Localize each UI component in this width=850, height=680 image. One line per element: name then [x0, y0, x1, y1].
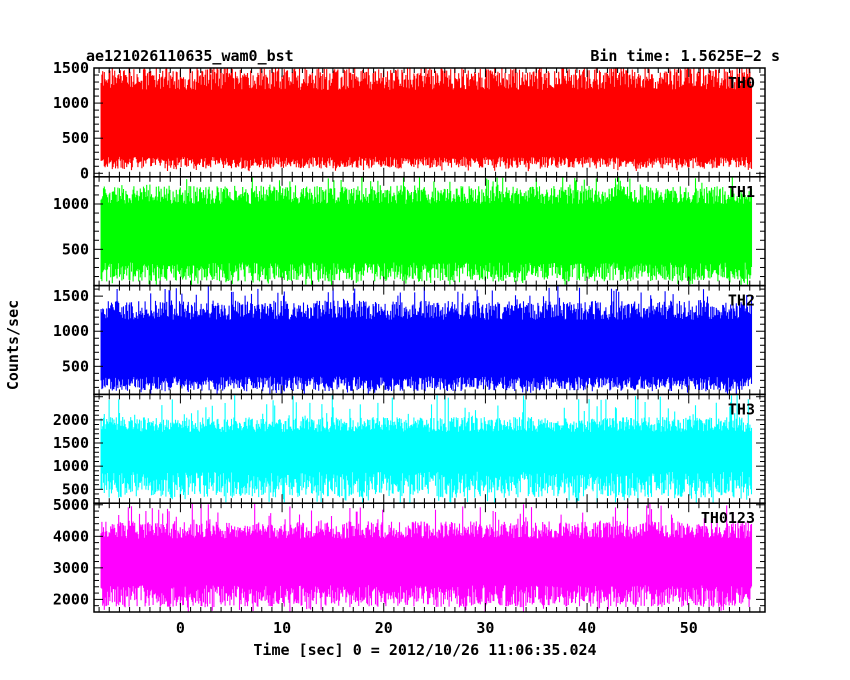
x-tick-label: 20	[375, 619, 393, 637]
x-tick-label: 10	[273, 619, 291, 637]
x-tick-label: 40	[578, 619, 596, 637]
panel-label-th0123: TH0123	[701, 509, 755, 527]
panel-th0: 0 500 1000 1500 TH0	[53, 59, 766, 182]
panel-label-th0: TH0	[728, 74, 755, 92]
y-tick-label: 500	[62, 480, 89, 498]
y-tick-label: 500	[62, 240, 89, 258]
y-tick-label: 3000	[53, 559, 89, 577]
y-tick-label: 4000	[53, 527, 89, 545]
x-axis-label: Time [sec] 0 = 2012/10/26 11:06:35.024	[253, 641, 596, 659]
panel-label-th2: TH2	[728, 292, 755, 310]
panel-th1: 500 1000 TH1	[53, 176, 766, 287]
y-tick-label: 0	[80, 164, 89, 182]
y-tick-label: 1000	[53, 195, 89, 213]
series-line-th3	[100, 394, 753, 504]
y-tick-label: 1000	[53, 94, 89, 112]
panel-frame	[93, 502, 766, 613]
y-tick-label: 1500	[53, 434, 89, 452]
series-line-th0123	[100, 503, 753, 612]
y-tick-label: 1500	[53, 287, 89, 305]
series-line-th2	[100, 285, 753, 395]
panel-label-th1: TH1	[728, 183, 755, 201]
y-tick-label: 1500	[53, 59, 89, 77]
series-line-th0	[100, 68, 753, 172]
panel-th3: 500 1000 1500 2000 TH3	[53, 393, 766, 504]
y-tick-label: 500	[62, 129, 89, 147]
panel-label-th3: TH3	[728, 400, 755, 418]
x-tick-label: 30	[476, 619, 494, 637]
y-tick-label: 1000	[53, 322, 89, 340]
panel-th0123: 2000 3000 4000 5000 TH0123	[53, 496, 766, 613]
y-tick-label: 2000	[53, 590, 89, 608]
y-tick-label: 2000	[53, 411, 89, 429]
y-tick-label: 5000	[53, 496, 89, 514]
y-tick-label: 1000	[53, 457, 89, 475]
x-tick-label: 50	[680, 619, 698, 637]
bin-time-label: Bin time: 1.5625E−2 s	[590, 47, 780, 65]
series-line-th1	[100, 177, 753, 286]
y-tick-label: 500	[62, 357, 89, 375]
y-axis-label: Counts/sec	[4, 300, 22, 390]
x-tick-label: 0	[176, 619, 185, 637]
panel-th2: 500 1000 1500 TH2	[53, 284, 766, 396]
chart-title: ae121026110635_wam0_bst	[86, 47, 294, 65]
x-tick-labels: 0 10 20 30 40 50	[176, 619, 698, 637]
